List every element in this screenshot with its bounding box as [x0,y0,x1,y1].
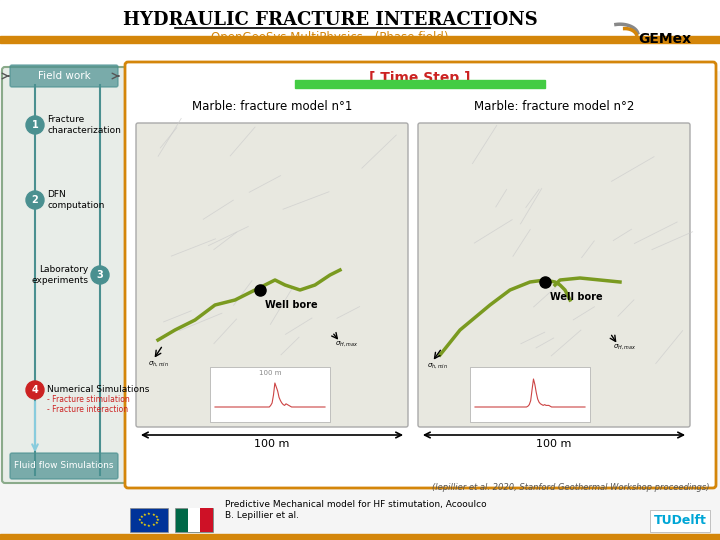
Bar [210,367,330,422]
Text: ★: ★ [143,513,146,517]
FancyBboxPatch shape [2,67,126,483]
Text: 3: 3 [96,270,104,280]
Text: [ Time Step ]: [ Time Step ] [369,71,471,85]
Text: $\sigma_{H,max}$: $\sigma_{H,max}$ [335,340,359,348]
Text: ★: ★ [152,523,156,527]
Bar [650,510,710,532]
Text: Fluid flow Simulations: Fluid flow Simulations [14,462,114,470]
Text: Predictive Mechanical model for HF stimutation, Acooulco
B. Lepillier et al.: Predictive Mechanical model for HF stimu… [225,500,487,519]
FancyBboxPatch shape [136,123,408,427]
Text: ★: ★ [138,518,142,522]
Text: ★: ★ [143,523,146,527]
Text: ★: ★ [140,515,143,519]
Text: $\sigma_{h,min}$: $\sigma_{h,min}$ [148,360,169,368]
Text: - Fracture interaction: - Fracture interaction [47,406,128,415]
Text: ★: ★ [155,521,158,525]
Text: $\sigma_{H,max}$: $\sigma_{H,max}$ [613,342,636,352]
Bar [188,508,200,532]
Text: Well bore: Well bore [265,300,318,310]
FancyBboxPatch shape [10,453,118,479]
Circle shape [26,191,44,209]
Text: Field work: Field work [37,71,91,81]
Bar [0,36,720,43]
Bar [175,508,213,532]
Text: ★: ★ [156,518,160,522]
Text: TUDelft: TUDelft [654,514,706,526]
Text: 4: 4 [32,385,38,395]
FancyBboxPatch shape [418,123,690,427]
Bar [470,367,590,422]
Text: Fracture
characterization: Fracture characterization [47,116,121,134]
FancyBboxPatch shape [10,65,118,87]
Text: 100 m: 100 m [254,439,289,449]
Text: Well bore: Well bore [550,292,603,302]
Circle shape [91,266,109,284]
Text: Numerical Simulations: Numerical Simulations [47,386,149,395]
Text: 100 m: 100 m [258,370,282,376]
Text: DFN
computation: DFN computation [47,190,104,210]
Bar [0,534,720,540]
Bar [295,80,545,88]
Bar [0,0,720,70]
FancyBboxPatch shape [125,62,716,488]
Bar [130,508,168,532]
Text: OpenGeoSys MultiPhysics - (Phase field): OpenGeoSys MultiPhysics - (Phase field) [211,30,449,44]
Text: ★: ★ [147,524,151,528]
Circle shape [26,116,44,134]
Text: Laboratory
experiments: Laboratory experiments [31,265,88,285]
Text: GEMex: GEMex [638,32,691,46]
Text: ★: ★ [152,513,156,517]
Text: ★: ★ [155,515,158,519]
Text: HYDRAULIC FRACTURE INTERACTIONS: HYDRAULIC FRACTURE INTERACTIONS [122,11,537,29]
Circle shape [26,381,44,399]
Text: 2: 2 [32,195,38,205]
Bar [200,508,213,532]
Text: Marble: fracture model n°1: Marble: fracture model n°1 [192,100,352,113]
Text: $\sigma_{h,min}$: $\sigma_{h,min}$ [427,361,448,370]
Text: Marble: fracture model n°2: Marble: fracture model n°2 [474,100,634,113]
Text: 1: 1 [32,120,38,130]
Text: ★: ★ [140,521,143,525]
Text: 100 m: 100 m [536,439,572,449]
Text: ★: ★ [147,512,151,516]
Text: (lepillier et al. 2020, Stanford Geothermal Workshop proceedings): (lepillier et al. 2020, Stanford Geother… [433,483,710,492]
Text: - Fracture stimulation: - Fracture stimulation [47,395,130,404]
